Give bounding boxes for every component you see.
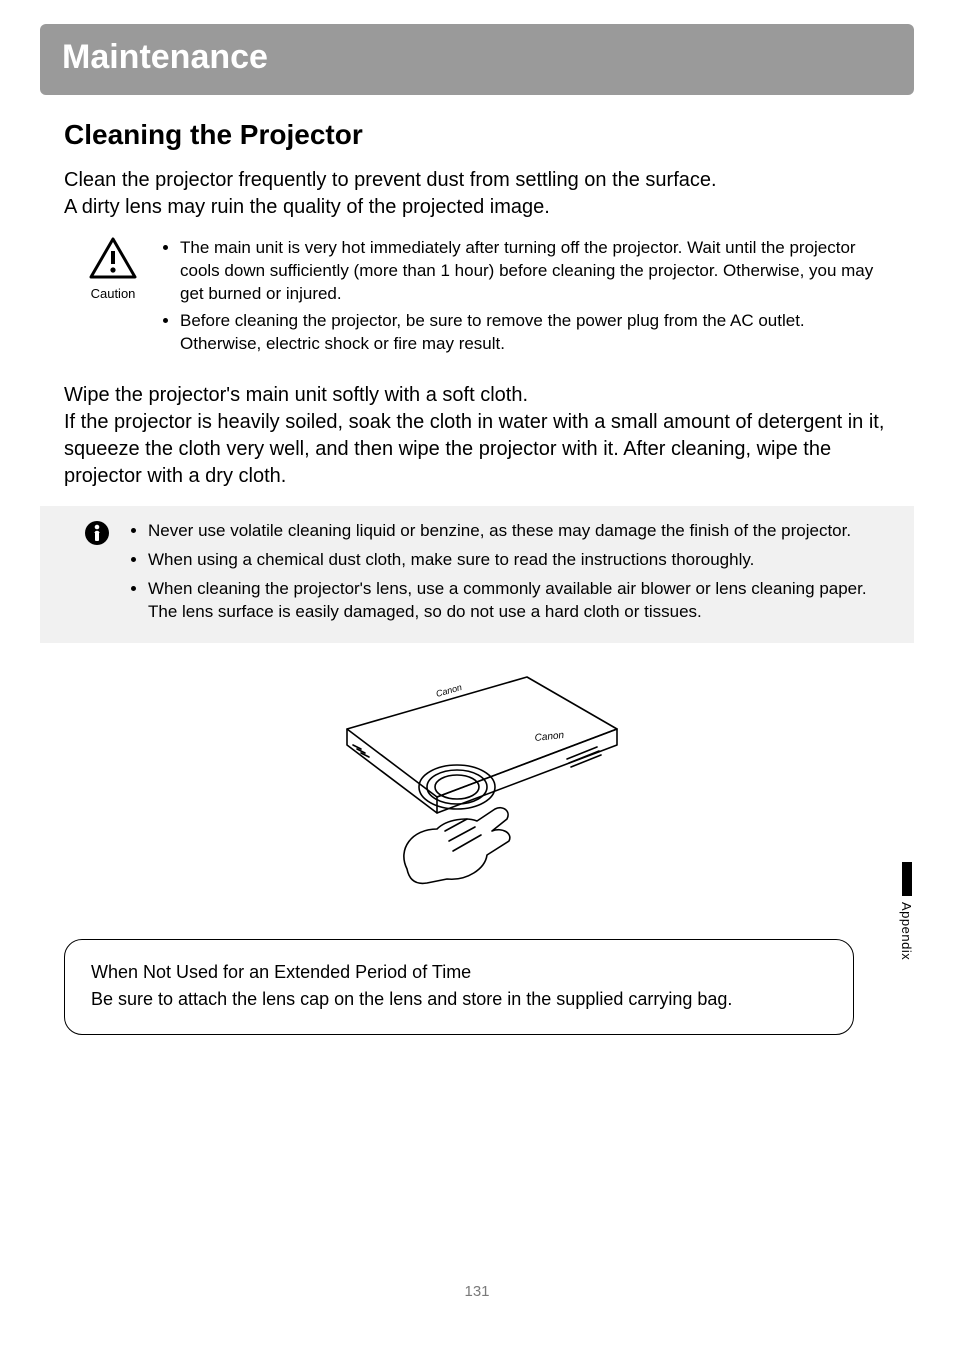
caution-triangle-icon [89,237,137,284]
chapter-header: Maintenance [40,24,914,95]
body-paragraph: Wipe the projector's main unit softly wi… [64,382,890,490]
info-circle-icon [84,533,110,550]
caution-icon-wrap: Caution [84,237,142,301]
page-number: 131 [0,1283,954,1300]
chapter-title: Maintenance [62,38,268,76]
cleaning-illustration: Canon Canon [40,669,914,899]
caution-list: The main unit is very hot immediately af… [160,237,890,360]
caution-item: The main unit is very hot immediately af… [180,237,890,306]
note-title: When Not Used for an Extended Period of … [91,962,827,983]
caution-label: Caution [91,286,136,301]
info-item: Never use volatile cleaning liquid or be… [148,520,890,543]
caution-block: Caution The main unit is very hot immedi… [84,237,890,360]
page: Maintenance Cleaning the Projector Clean… [0,0,954,1352]
brand-side-text: Canon [534,730,565,744]
note-body: Be sure to attach the lens cap on the le… [91,987,827,1011]
info-item: When cleaning the projector's lens, use … [148,578,890,624]
info-list: Never use volatile cleaning liquid or be… [128,520,890,630]
section-title: Cleaning the Projector [64,119,890,151]
info-block: Never use volatile cleaning liquid or be… [40,506,914,644]
info-icon-wrap [84,520,122,551]
caution-item: Before cleaning the projector, be sure t… [180,310,890,356]
note-box: When Not Used for an Extended Period of … [64,939,854,1034]
side-tab-label: Appendix [899,902,914,960]
side-tab: Appendix [899,862,914,960]
info-item: When using a chemical dust cloth, make s… [148,549,890,572]
intro-paragraph: Clean the projector frequently to preven… [64,167,890,221]
side-tab-bar [902,862,912,896]
